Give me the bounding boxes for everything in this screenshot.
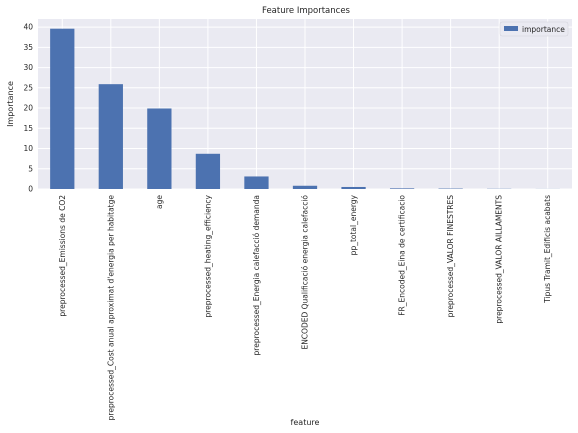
- x-tick-label: Tipus Tramit_Edificis acabats: [543, 195, 552, 304]
- y-tick-label: 35: [23, 43, 33, 52]
- legend-swatch: [504, 26, 518, 31]
- bar: [341, 186, 366, 189]
- y-tick-label: 40: [23, 23, 33, 32]
- bar: [147, 108, 172, 189]
- y-tick-label: 10: [23, 144, 33, 153]
- x-tick-label: preprocessed_Emissions de CO2: [58, 195, 67, 317]
- x-tick-label: preprocessed_Energia calefacció demanda: [252, 195, 261, 355]
- y-axis-label: Importance: [6, 81, 15, 127]
- x-tick-label: age: [155, 195, 164, 209]
- x-tick-labels: preprocessed_Emissions de CO2 preprocesse…: [58, 194, 552, 420]
- bar: [244, 176, 269, 189]
- x-tick-label: preprocessed_VALOR AILLAMENTS: [495, 195, 504, 324]
- x-tick-label: FR_Encoded_Eina de certificacio: [398, 195, 407, 316]
- x-tick-label: preprocessed_heating_efficiency: [203, 194, 212, 317]
- y-tick-label: 25: [23, 83, 33, 92]
- legend-label: importance: [522, 25, 565, 34]
- y-tick-label: 30: [23, 63, 33, 72]
- x-tick-label: preprocessed_VALOR FINESTRES: [446, 195, 455, 318]
- y-tick-label: 0: [28, 185, 33, 194]
- bar: [50, 28, 75, 190]
- bar: [195, 153, 221, 189]
- legend-box: [499, 21, 569, 37]
- legend: importance: [499, 21, 569, 37]
- bar: [292, 185, 318, 189]
- x-tick-label: ENCODED Qualificació energia calefacció: [301, 195, 310, 350]
- y-tick-label: 20: [23, 104, 33, 113]
- bar: [389, 188, 415, 189]
- bars-layer: [50, 28, 560, 190]
- bar: [98, 84, 123, 189]
- y-tick-labels: 0 5 10 15 20 25 30 35 40: [23, 23, 33, 194]
- chart-title: Feature Importances: [262, 6, 351, 16]
- y-tick-label: 15: [23, 124, 33, 133]
- y-tick-label: 5: [28, 164, 33, 173]
- x-tick-label: preprocessed_Cost anual aproximat d'ener…: [106, 195, 115, 421]
- x-axis-label: feature: [291, 418, 320, 427]
- x-tick-label: pp_total_energy: [349, 194, 358, 255]
